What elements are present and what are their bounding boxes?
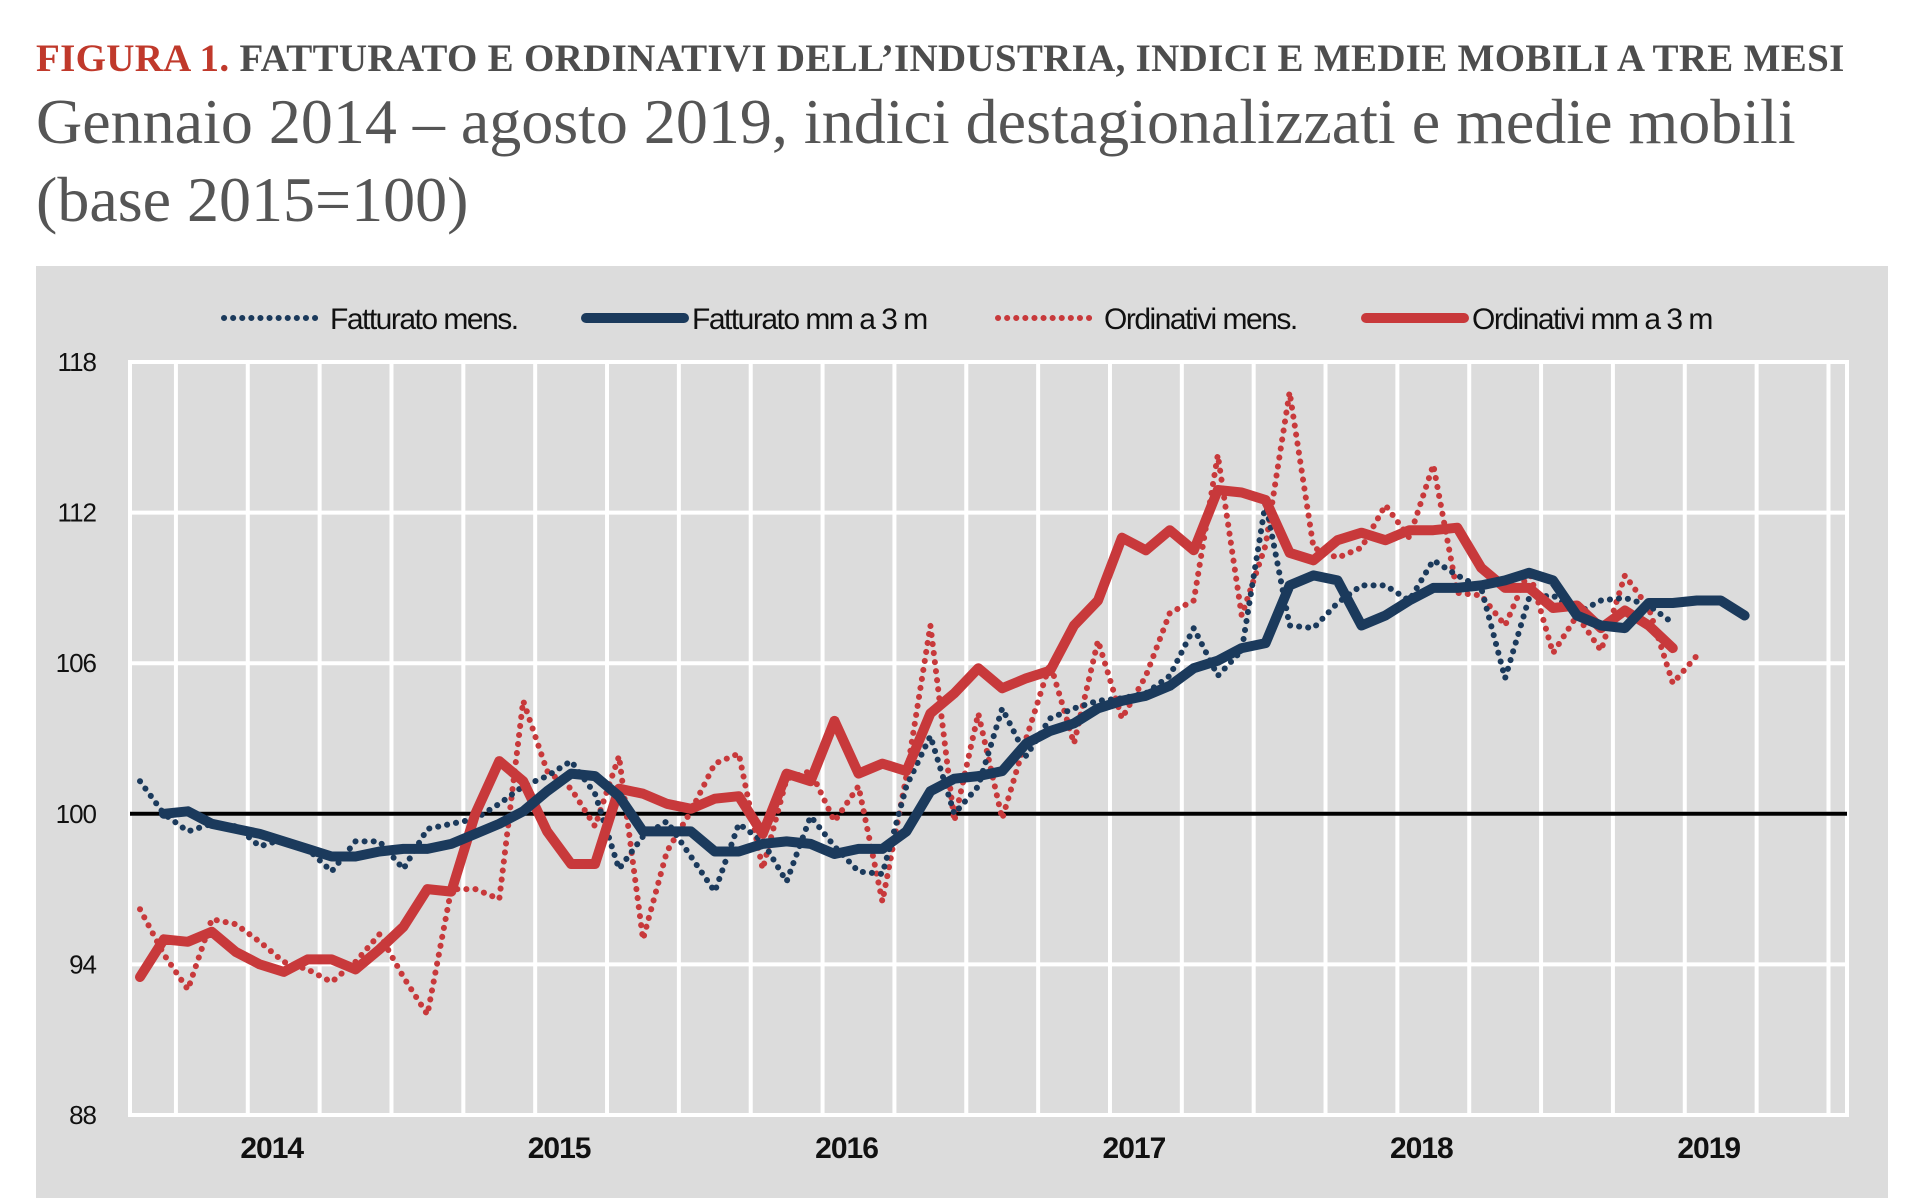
x-axis-ticks: 2014 2015 2016 2017 2018 2019 bbox=[240, 1132, 1741, 1165]
y-tick-label: 100 bbox=[56, 799, 97, 829]
legend-label: Fatturato mm a 3 m bbox=[692, 303, 927, 336]
series-line-fatturato-mens- bbox=[137, 499, 1676, 895]
x-tick-label: 2014 bbox=[240, 1132, 304, 1165]
x-tick-label: 2017 bbox=[1103, 1132, 1166, 1165]
x-tick-label: 2016 bbox=[815, 1132, 878, 1165]
legend: Fatturato mens. Fatturato mm a 3 m Ordinat… bbox=[221, 303, 1714, 336]
x-tick-label: 2019 bbox=[1677, 1132, 1740, 1165]
y-tick-label: 88 bbox=[69, 1100, 96, 1130]
series-line-ordinativi-mens- bbox=[137, 389, 1700, 1018]
series-lines bbox=[135, 389, 1750, 1018]
legend-label: Fatturato mens. bbox=[330, 303, 518, 336]
y-tick-label: 118 bbox=[58, 347, 97, 377]
y-axis-ticks: 88 94 100 106 112 118 bbox=[56, 347, 98, 1130]
y-tick-label: 94 bbox=[69, 949, 96, 979]
y-tick-label: 106 bbox=[56, 648, 97, 678]
series-line-ordinativi-mm-a-3-m bbox=[135, 485, 1678, 982]
figure-title-text: FATTURATO E ORDINATIVI DELL’INDUSTRIA, I… bbox=[239, 37, 1845, 80]
figure-header: FIGURA 1. FATTURATO E ORDINATIVI DELL’IN… bbox=[36, 36, 1916, 239]
legend-label: Ordinativi mens. bbox=[1104, 303, 1297, 336]
x-tick-label: 2018 bbox=[1390, 1132, 1453, 1165]
x-tick-label: 2015 bbox=[528, 1132, 591, 1165]
figure-title: FIGURA 1. FATTURATO E ORDINATIVI DELL’IN… bbox=[36, 36, 1916, 81]
y-tick-label: 112 bbox=[58, 498, 97, 528]
series-line-fatturato-mm-a-3-m bbox=[158, 567, 1750, 862]
figure-number: FIGURA 1. bbox=[36, 37, 230, 80]
chart-panel bbox=[36, 266, 1888, 1198]
figure-subtitle: Gennaio 2014 – agosto 2019, indici desta… bbox=[36, 86, 1796, 235]
legend-label: Ordinativi mm a 3 m bbox=[1472, 303, 1712, 336]
